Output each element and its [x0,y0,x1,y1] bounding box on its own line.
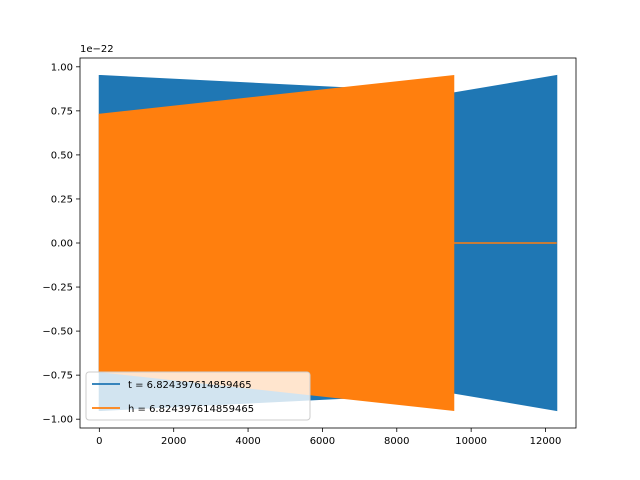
x-tick-label: 6000 [310,436,335,447]
x-tick-label: 12000 [530,436,562,447]
x-tick-label: 10000 [455,436,487,447]
y-tick-label: −0.75 [42,371,73,382]
legend-label-series-1: h = 6.824397614859465 [128,404,254,415]
y-scale-label: 1e−22 [80,44,114,55]
y-tick-label: −0.50 [42,327,73,338]
legend: t = 6.824397614859465 h = 6.824397614859… [85,371,311,421]
y-tick-label: −0.25 [42,283,73,294]
x-tick-label: 4000 [235,436,260,447]
series-1-oscillation [98,74,455,412]
y-tick-label: 0.75 [51,106,73,117]
legend-label-series-0: t = 6.824397614859465 [128,380,252,391]
y-tick-label: 1.00 [51,62,73,73]
y-tick-label: 0.50 [51,150,73,161]
x-axis: 0 2000 4000 6000 8000 10000 12000 [96,428,561,447]
y-tick-label: 0.00 [51,239,73,250]
x-tick-label: 0 [96,436,102,447]
y-axis: −1.00 −0.75 −0.50 −0.25 0.00 0.25 0.50 0.75 1.00 [42,62,80,426]
x-tick-label: 2000 [161,436,186,447]
x-tick-label: 8000 [384,436,409,447]
y-tick-label: −1.00 [42,415,73,426]
legend-box [85,371,311,421]
series-layer [98,74,558,412]
y-tick-label: 0.25 [51,194,73,205]
